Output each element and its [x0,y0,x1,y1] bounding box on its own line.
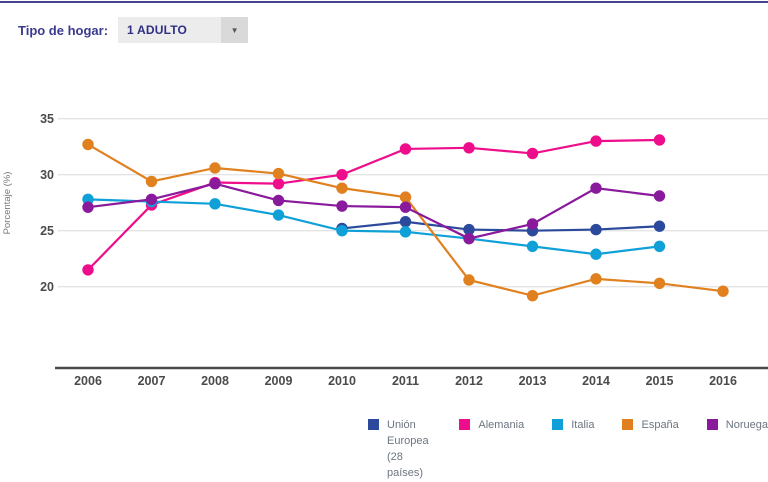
legend-swatch-italia [552,419,564,430]
x-tick-label-2010: 2010 [328,374,356,388]
data-point-alemania-2006[interactable] [82,264,94,276]
legend-item-espa-a[interactable]: España [622,418,679,434]
data-point-espa-a-2009[interactable] [272,167,285,180]
data-point-espa-a-2013[interactable] [526,289,539,302]
legend-item-alemania[interactable]: Alemania [459,418,524,434]
dropdown-arrow-button[interactable]: ▼ [221,17,249,43]
data-point-noruega-2014[interactable] [590,182,602,194]
x-tick-label-2013: 2013 [519,374,547,388]
household-type-filter: Tipo de hogar: 1 ADULTO ▼ [18,17,249,43]
data-point-alemania-2011[interactable] [399,143,412,155]
dropdown-selected-value[interactable]: 1 ADULTO [118,17,222,43]
data-point-noruega-2009[interactable] [272,194,285,207]
x-tick-label-2016: 2016 [709,374,737,388]
legend-item-uni-n-europea-28-pa-ses[interactable]: Unión Europea (28 países) [368,418,431,482]
line-chart: Porcentaje (%) 35 30 25 20 2006 2007 2008 2009 20… [2,112,768,388]
x-tick-label-2012: 2012 [455,374,483,388]
data-point-italia-2013[interactable] [526,240,539,253]
data-point-uni-n-europea-28-pa-ses-2011[interactable] [399,216,412,228]
data-point-espa-a-2010[interactable] [336,182,348,194]
data-point-espa-a-2008[interactable] [209,162,221,174]
legend-label-italia: Italia [571,419,595,431]
data-point-italia-2008[interactable] [209,198,221,210]
legend-item-noruega[interactable]: Noruega [706,418,768,434]
data-point-noruega-2015[interactable] [653,190,666,202]
data-point-espa-a-2006[interactable] [82,138,94,151]
data-point-noruega-2007[interactable] [145,193,158,206]
x-tick-label-2014: 2014 [582,374,610,388]
series-line-noruega [87,182,660,240]
data-point-noruega-2006[interactable] [82,201,94,213]
data-point-uni-n-europea-28-pa-ses-2015[interactable] [653,220,666,232]
data-point-noruega-2008[interactable] [209,177,221,190]
chevron-down-icon: ▼ [230,25,239,35]
data-point-espa-a-2016[interactable] [717,285,729,297]
data-point-alemania-2015[interactable] [653,134,666,146]
data-point-noruega-2010[interactable] [336,200,348,212]
series-line-italia [87,198,660,256]
legend-label-noruega: Noruega [725,419,768,431]
data-point-italia-2010[interactable] [336,225,348,237]
legend-label-alemania: Alemania [478,419,525,431]
legend-label-espa-a: España [641,419,679,431]
data-point-alemania-2012[interactable] [463,142,475,154]
filter-label: Tipo de hogar: [18,22,109,38]
data-point-italia-2014[interactable] [590,248,602,260]
y-tick-label-30: 30 [40,168,54,182]
x-tick-label-2007: 2007 [138,374,166,388]
data-point-noruega-2013[interactable] [526,218,539,230]
data-point-alemania-2010[interactable] [336,169,348,181]
legend-swatch-espa-a [622,419,634,430]
data-point-espa-a-2012[interactable] [463,274,475,286]
x-tick-label-2009: 2009 [265,374,293,388]
x-tick-label-2008: 2008 [201,374,229,388]
data-point-alemania-2014[interactable] [590,135,602,147]
x-tick-label-2006: 2006 [74,374,102,388]
data-point-italia-2015[interactable] [653,240,666,253]
x-tick-label-2015: 2015 [646,374,674,388]
data-point-italia-2011[interactable] [399,226,412,238]
data-point-italia-2006[interactable] [82,193,94,206]
legend-swatch-noruega [706,419,718,430]
data-point-espa-a-2015[interactable] [653,277,666,290]
y-axis-title: Porcentaje (%) [2,172,13,235]
series-line-alemania [87,138,660,271]
legend-label-uni-n-europea-28-pa-ses: Unión Europea (28 países) [387,419,429,479]
data-point-alemania-2009[interactable] [272,177,285,190]
data-point-espa-a-2011[interactable] [399,191,412,203]
data-point-noruega-2012[interactable] [463,232,475,245]
x-tick-label-2011: 2011 [392,374,419,388]
chart-legend: Unión Europea (28 países) Alemania Italia E… [368,418,768,482]
y-tick-label-35: 35 [40,112,54,126]
legend-swatch-alemania [459,419,471,430]
legend-swatch-uni-n-europea-28-pa-ses [368,419,379,430]
top-rule [0,1,768,3]
household-type-dropdown[interactable]: 1 ADULTO ▼ [118,17,249,43]
data-point-alemania-2013[interactable] [526,147,539,160]
data-point-italia-2009[interactable] [272,209,285,221]
data-point-espa-a-2014[interactable] [590,273,602,285]
y-tick-label-25: 25 [40,224,54,238]
data-point-uni-n-europea-28-pa-ses-2012[interactable] [463,223,475,236]
data-point-espa-a-2007[interactable] [145,175,158,188]
y-tick-label-20: 20 [40,280,54,294]
data-point-noruega-2011[interactable] [399,201,412,213]
data-point-uni-n-europea-28-pa-ses-2014[interactable] [590,223,602,236]
series-line-uni-n-europea-28-pa-ses [341,220,660,232]
legend-item-italia[interactable]: Italia [552,418,594,434]
